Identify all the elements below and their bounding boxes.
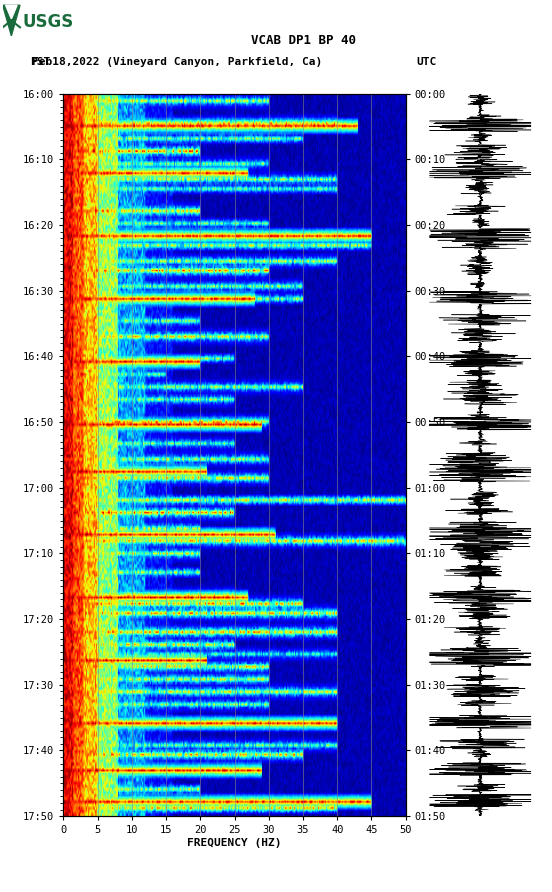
Text: UTC: UTC [417,57,437,68]
Text: VCAB DP1 BP 40: VCAB DP1 BP 40 [251,34,356,46]
Polygon shape [6,5,17,19]
Polygon shape [3,5,20,36]
Text: Feb18,2022 (Vineyard Canyon, Parkfield, Ca): Feb18,2022 (Vineyard Canyon, Parkfield, … [31,57,322,68]
Text: USGS: USGS [23,13,74,31]
X-axis label: FREQUENCY (HZ): FREQUENCY (HZ) [187,838,282,848]
Text: PST: PST [30,57,51,68]
